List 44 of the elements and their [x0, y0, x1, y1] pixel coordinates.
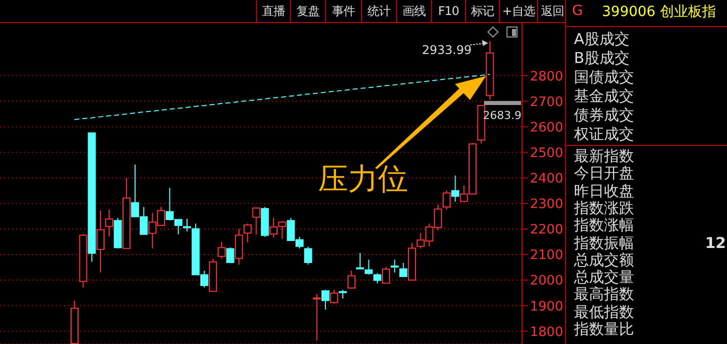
y-tick-label: 2000 — [530, 274, 564, 289]
text: B股成交 — [574, 49, 630, 67]
text: 债券成交 — [574, 106, 634, 124]
y-tick-label: 2300 — [530, 197, 564, 212]
text: F10 — [431, 0, 465, 22]
y-tick-label: 2200 — [530, 222, 564, 238]
text: 统计 — [361, 0, 396, 22]
text: 指数涨跌 — [574, 198, 634, 217]
text: +自选 — [499, 0, 537, 22]
text: 最低指数 — [574, 302, 634, 321]
annotation: 压力位 — [318, 162, 408, 198]
text: 指数量比 — [574, 320, 634, 338]
y-tick-label: 1900 — [530, 299, 564, 314]
text: 基金成交 — [574, 87, 634, 105]
y-tick-label: 2600 — [530, 120, 564, 136]
text: 昨日收盘 — [574, 182, 634, 200]
text: 标记 — [465, 0, 499, 22]
y-tick-label: 2700 — [530, 94, 564, 110]
text: G — [572, 3, 583, 19]
text: 复盘 — [290, 0, 325, 22]
text: 总成交量 — [574, 268, 634, 286]
text: 最高指数 — [574, 285, 634, 304]
text: 最新指数 — [574, 147, 634, 165]
text: 399006 创业板指 — [602, 3, 716, 21]
text: 今日开盘 — [574, 164, 634, 182]
y-tick-label: 2500 — [530, 146, 564, 161]
text: 画线 — [396, 0, 431, 22]
text: 指数涨幅 — [574, 216, 634, 234]
text: 国债成交 — [574, 68, 634, 86]
text: 直播 — [256, 0, 290, 22]
text: 指数振幅 — [574, 234, 634, 252]
candlestick — [105, 209, 114, 237]
annotation: 2933.99 — [422, 43, 472, 58]
text: 返回 — [537, 0, 567, 22]
candlestick — [96, 210, 104, 273]
text: 权证成交 — [574, 125, 634, 143]
text: 事件 — [325, 0, 361, 22]
y-tick-label: 2800 — [530, 69, 564, 84]
y-tick-label: 2100 — [530, 248, 564, 264]
y-tick-label: 2400 — [530, 172, 564, 187]
text: 12 — [705, 234, 726, 252]
y-tick-label: 1800 — [530, 324, 564, 340]
text: A股成交 — [574, 30, 630, 48]
text: 总成交额 — [574, 250, 634, 269]
